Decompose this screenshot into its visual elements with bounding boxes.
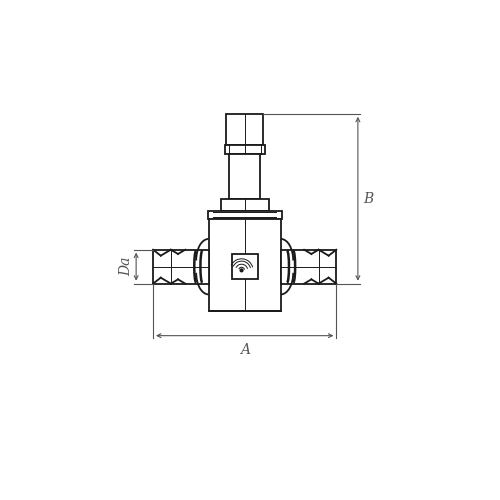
Bar bbox=[221, 198, 268, 211]
Bar bbox=[226, 114, 263, 144]
Text: A: A bbox=[240, 342, 250, 356]
Text: Da: Da bbox=[119, 257, 133, 276]
Bar bbox=[281, 250, 336, 284]
Circle shape bbox=[240, 269, 243, 272]
Bar bbox=[208, 211, 282, 218]
Bar bbox=[232, 254, 258, 279]
Bar bbox=[224, 144, 264, 154]
Bar bbox=[208, 218, 281, 311]
Text: B: B bbox=[364, 192, 374, 206]
Bar bbox=[230, 154, 260, 198]
Bar bbox=[153, 250, 208, 284]
